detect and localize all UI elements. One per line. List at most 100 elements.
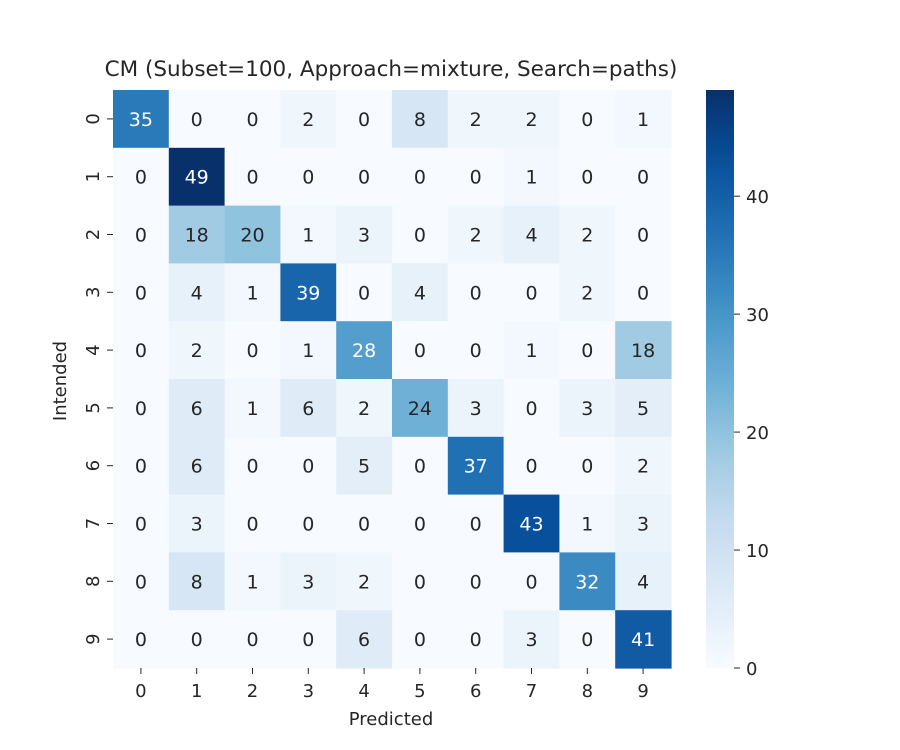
cell-value-label: 0 xyxy=(414,571,426,593)
cell-value-label: 3 xyxy=(358,225,370,247)
heatmap-cell xyxy=(168,494,226,553)
cell-value-label: 0 xyxy=(414,456,426,478)
heatmap-cell xyxy=(280,436,337,496)
heatmap-cell xyxy=(615,379,672,438)
cell-value-label: 1 xyxy=(302,225,314,247)
y-tick-label: 6 xyxy=(83,460,104,471)
cell-value-label: 0 xyxy=(470,514,482,536)
y-tick-label: 0 xyxy=(83,113,104,124)
heatmap-cell xyxy=(559,610,616,669)
cell-value-label: 4 xyxy=(525,225,537,247)
heatmap-cell xyxy=(447,205,505,264)
heatmap-cell xyxy=(168,610,226,669)
heatmap-cell xyxy=(280,494,337,553)
cell-value-label: 2 xyxy=(470,109,482,131)
cell-value-label: 6 xyxy=(302,398,314,420)
heatmap-cell xyxy=(168,321,226,380)
y-tick-label: 3 xyxy=(83,287,104,298)
heatmap-cell xyxy=(447,321,505,380)
cell-value-label: 0 xyxy=(414,167,426,189)
chart-title: CM (Subset=100, Approach=mixture, Search… xyxy=(105,57,678,82)
x-tick-label: 2 xyxy=(247,681,258,702)
heatmap-cell xyxy=(447,494,505,553)
heatmap-cell xyxy=(615,321,672,380)
heatmap-cell xyxy=(168,263,226,322)
cell-value-label: 0 xyxy=(525,456,537,478)
colorbar-tick-label: 40 xyxy=(746,187,769,208)
heatmap-cell xyxy=(559,205,616,264)
cell-value-label: 0 xyxy=(358,282,370,304)
heatmap-cell xyxy=(168,379,226,438)
x-tick-label: 7 xyxy=(526,681,537,702)
heatmap-cell xyxy=(336,552,393,611)
cell-value-label: 6 xyxy=(358,629,370,651)
heatmap-cell xyxy=(280,321,337,380)
heatmap-cell xyxy=(336,205,393,264)
cell-value-label: 0 xyxy=(135,398,147,420)
y-tick-label: 5 xyxy=(83,402,104,413)
heatmap-cell xyxy=(392,610,449,669)
cell-value-label: 1 xyxy=(637,109,649,131)
heatmap-cell xyxy=(559,321,616,380)
colorbar-ticks: 0 10 20 30 40 xyxy=(734,187,769,680)
heatmap-cell xyxy=(168,552,226,611)
cell-value-label: 1 xyxy=(246,282,258,304)
x-tick-label: 0 xyxy=(135,681,146,702)
cell-value-label: 0 xyxy=(246,456,258,478)
cell-value-label: 0 xyxy=(135,629,147,651)
x-axis-ticks: 0 1 2 3 4 5 6 7 8 9 xyxy=(135,668,649,702)
heatmap-cell xyxy=(168,436,226,496)
cell-value-label: 41 xyxy=(631,629,655,651)
y-tick-label: 7 xyxy=(83,518,104,529)
heatmap-cell xyxy=(113,494,170,553)
colorbar-tick-label: 0 xyxy=(746,659,757,680)
heatmap-cell xyxy=(559,263,616,322)
heatmap-cell xyxy=(336,436,393,496)
cell-value-label: 2 xyxy=(470,225,482,247)
cell-value-label: 0 xyxy=(302,456,314,478)
heatmap-cell xyxy=(392,552,449,611)
cell-value-label: 1 xyxy=(525,340,537,362)
heatmap-cell xyxy=(336,379,393,438)
heatmap-cell xyxy=(224,610,281,669)
heatmap-cell xyxy=(280,379,337,438)
x-tick-label: 5 xyxy=(414,681,425,702)
cell-value-label: 0 xyxy=(191,629,203,651)
x-tick-label: 6 xyxy=(470,681,481,702)
heatmap-cell xyxy=(392,147,449,207)
heatmap-cell xyxy=(392,205,449,264)
x-tick-label: 9 xyxy=(637,681,648,702)
cell-value-label: 1 xyxy=(581,514,593,536)
cell-value-label: 2 xyxy=(581,282,593,304)
heatmap-cell xyxy=(615,494,672,553)
heatmap-cell xyxy=(168,147,226,207)
x-tick-label: 1 xyxy=(191,681,202,702)
cell-value-label: 0 xyxy=(302,514,314,536)
cell-value-label: 0 xyxy=(470,629,482,651)
cell-value-label: 6 xyxy=(191,456,203,478)
cell-value-label: 2 xyxy=(358,398,370,420)
heatmap-cell xyxy=(559,379,616,438)
cell-value-label: 3 xyxy=(470,398,482,420)
cell-value-label: 0 xyxy=(525,282,537,304)
cell-value-label: 0 xyxy=(470,340,482,362)
heatmap-cell xyxy=(224,263,281,322)
cell-value-label: 0 xyxy=(525,571,537,593)
heatmap-cell xyxy=(503,494,560,553)
cell-value-label: 1 xyxy=(246,571,258,593)
colorbar-tick-label: 20 xyxy=(746,423,769,444)
y-axis-label: Intended xyxy=(50,341,71,421)
heatmap-cell xyxy=(224,494,281,553)
heatmap-cell xyxy=(113,610,170,669)
heatmap-cell xyxy=(559,90,616,149)
cell-value-label: 37 xyxy=(464,456,488,478)
cell-value-label: 0 xyxy=(358,109,370,131)
y-axis-ticks: 0 1 2 3 4 5 6 7 8 9 xyxy=(83,113,113,645)
cell-value-label: 0 xyxy=(637,282,649,304)
cell-value-label: 0 xyxy=(470,282,482,304)
cell-value-label: 0 xyxy=(358,167,370,189)
heatmap-cell xyxy=(447,610,505,669)
heatmap-cell xyxy=(168,205,226,264)
heatmap-cell xyxy=(615,436,672,496)
